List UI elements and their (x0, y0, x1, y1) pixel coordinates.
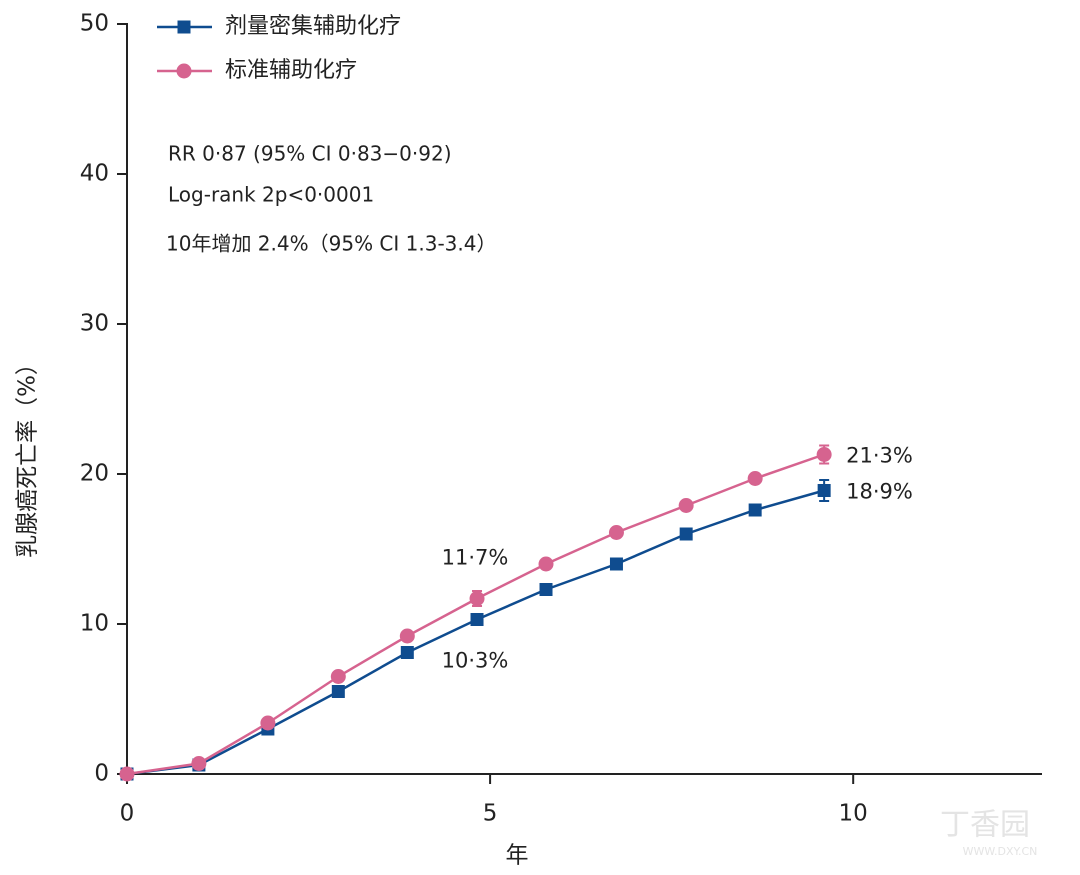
marker (330, 669, 346, 684)
data-label: 21·3% (846, 444, 913, 468)
y-tick-label: 0 (94, 761, 109, 787)
marker (469, 591, 485, 606)
y-tick-label: 40 (80, 161, 109, 187)
marker (747, 471, 763, 486)
marker (400, 646, 414, 659)
legend-label: 标准辅助化疗 (225, 58, 357, 83)
marker (538, 556, 554, 572)
data-label: 11·7% (442, 546, 509, 570)
data-label: 18·9% (846, 480, 913, 504)
y-tick-label: 10 (80, 611, 109, 637)
annotation: Log-rank 2p<0·0001 (168, 183, 374, 207)
marker (119, 766, 135, 782)
annotation: RR 0·87 (95% CI 0·83−0·92) (168, 142, 452, 166)
y-tick-label: 50 (80, 11, 109, 37)
marker (191, 756, 207, 771)
x-tick-label: 10 (839, 801, 868, 827)
marker (399, 628, 415, 644)
marker (609, 557, 623, 571)
annotation: 10年增加 2.4%（95% CI 1.3-3.4） (166, 232, 496, 256)
series-line (126, 489, 825, 776)
x-tick-label: 5 (483, 801, 498, 827)
legend-marker (176, 63, 192, 79)
legend-label: 剂量密集辅助化疗 (225, 14, 401, 39)
watermark: WWW.DXY.CN (963, 845, 1038, 858)
x-axis-label: 年 (506, 843, 529, 869)
marker (748, 503, 762, 517)
marker (817, 484, 831, 497)
data-label: 10·3% (442, 649, 509, 673)
marker (678, 498, 694, 513)
watermark: 丁香园 (940, 808, 1030, 843)
marker (539, 583, 553, 596)
marker (260, 715, 276, 731)
y-tick-label: 30 (80, 311, 109, 337)
x-tick-label: 0 (120, 801, 135, 827)
y-tick-label: 20 (80, 461, 109, 487)
marker (816, 447, 832, 462)
marker (470, 613, 484, 626)
marker (679, 527, 693, 541)
legend-marker (177, 20, 191, 34)
y-axis-label: 乳腺癌死亡率（%） (15, 352, 41, 558)
marker (608, 525, 624, 540)
marker (331, 685, 345, 698)
